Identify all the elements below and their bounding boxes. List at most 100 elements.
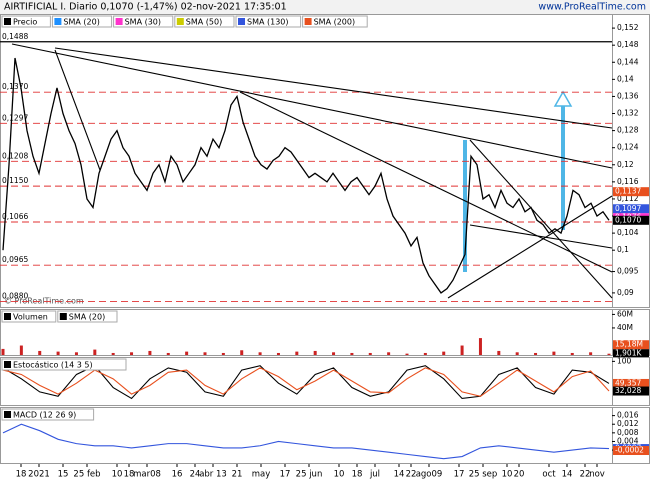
legend-swatch — [176, 18, 184, 25]
y-tick-label: 0,008 — [617, 428, 639, 437]
bar — [93, 349, 97, 355]
price-marker — [613, 215, 649, 225]
level-label: 0,0880 — [2, 291, 28, 300]
price-marker — [613, 187, 649, 197]
bar — [1, 348, 5, 355]
y-tick-label: 60M — [617, 309, 633, 318]
bar — [74, 352, 78, 355]
x-tick-label: 24 — [190, 470, 201, 480]
bar — [111, 352, 115, 355]
trend-line — [469, 139, 613, 299]
legend-item — [1, 310, 57, 323]
trend-line — [54, 49, 101, 171]
y-tick-label: 0,104 — [617, 228, 639, 237]
level-label: 0,0965 — [2, 255, 28, 264]
legend-swatch — [238, 18, 245, 25]
brand[interactable]: www.ProRealTime.com — [538, 2, 646, 13]
bar — [552, 351, 556, 355]
legend-label: SMA (20) — [63, 18, 99, 27]
x-tick-label: 16 — [172, 470, 183, 480]
bar — [148, 350, 152, 355]
x-tick-label: 17 — [454, 470, 465, 480]
legend-label: SMA (130) — [247, 18, 289, 27]
bar — [515, 352, 519, 355]
legend-swatch — [4, 18, 11, 25]
x-tick-label: 18 — [124, 470, 135, 480]
bar — [350, 352, 354, 355]
bar — [313, 350, 317, 355]
x-tick-label: 18 — [16, 470, 27, 480]
trend-line — [11, 43, 613, 169]
level-label: 0,1208 — [2, 151, 28, 160]
bar — [368, 352, 372, 355]
bar — [589, 352, 593, 355]
legend-label: Estocástico (14 3 5) — [13, 361, 93, 370]
y-tick-label: 0,012 — [617, 419, 639, 428]
legend-item — [235, 15, 302, 28]
y-tick-label: 0,144 — [617, 57, 639, 66]
highlight-bar — [463, 140, 467, 272]
series-line — [2, 365, 610, 400]
legend-label: Precio — [13, 18, 37, 27]
x-tick-label: 25 sep — [469, 470, 498, 480]
x-tick-label: mar08 — [133, 470, 161, 480]
bar — [460, 345, 464, 355]
x-tick-label: 10 — [502, 470, 513, 480]
legend-label: SMA (50) — [186, 18, 222, 27]
bar — [203, 352, 207, 355]
bar — [423, 352, 427, 355]
legend-label: SMA (20) — [69, 313, 105, 322]
legend-swatch — [4, 313, 11, 320]
price-marker — [613, 340, 649, 350]
bar — [276, 352, 280, 355]
y-tick-label: 0,128 — [617, 126, 639, 135]
x-tick-label: 2021 — [28, 470, 50, 480]
bar — [607, 353, 611, 355]
x-tick-label: 10 — [112, 470, 123, 480]
bar — [570, 352, 574, 355]
x-tick-label: abr 13 — [199, 470, 227, 480]
y-tick-label: 0,124 — [617, 143, 639, 152]
x-tick-label: ago09 — [416, 470, 443, 480]
x-tick-label: 18 — [352, 470, 363, 480]
bar — [130, 352, 134, 355]
legend-swatch — [115, 18, 123, 25]
level-label: 0,1488 — [2, 32, 28, 41]
bar — [442, 351, 446, 355]
bar — [240, 350, 244, 355]
trend-line — [239, 91, 613, 273]
legend-item — [51, 15, 113, 28]
x-tick-label: 15 — [58, 470, 69, 480]
trend-line — [469, 224, 613, 249]
arrow-head — [553, 90, 573, 107]
y-tick-label: 0,112 — [617, 194, 639, 203]
legend-label: SMA (30) — [125, 18, 161, 27]
level-label: 0,1066 — [2, 212, 28, 221]
legend-item — [1, 408, 95, 421]
legend-label: MACD (12 26 9) — [13, 411, 76, 420]
price-marker-label: 1,901K — [615, 349, 642, 358]
legend-swatch — [4, 411, 11, 418]
axis-panel — [612, 14, 650, 308]
bar — [19, 345, 23, 355]
price-marker — [613, 386, 649, 396]
bar — [56, 351, 60, 355]
bar — [38, 350, 42, 355]
price-marker-label: 0,1070 — [615, 215, 641, 224]
bar — [295, 351, 299, 355]
legend-swatch — [54, 18, 62, 25]
legend-swatch — [4, 361, 11, 368]
series-line — [2, 423, 610, 460]
bar — [185, 351, 189, 355]
header-bar — [0, 0, 650, 14]
legend-swatch — [304, 18, 312, 25]
y-tick-label: 0,095 — [617, 267, 639, 276]
y-tick-label: 40M — [617, 323, 633, 332]
bar — [221, 352, 225, 355]
legend-item — [1, 358, 127, 371]
x-tick-label: 20 — [514, 470, 525, 480]
legend-swatch — [59, 313, 67, 320]
price-marker-label: 32,028 — [615, 386, 641, 395]
trend-line — [54, 47, 613, 129]
